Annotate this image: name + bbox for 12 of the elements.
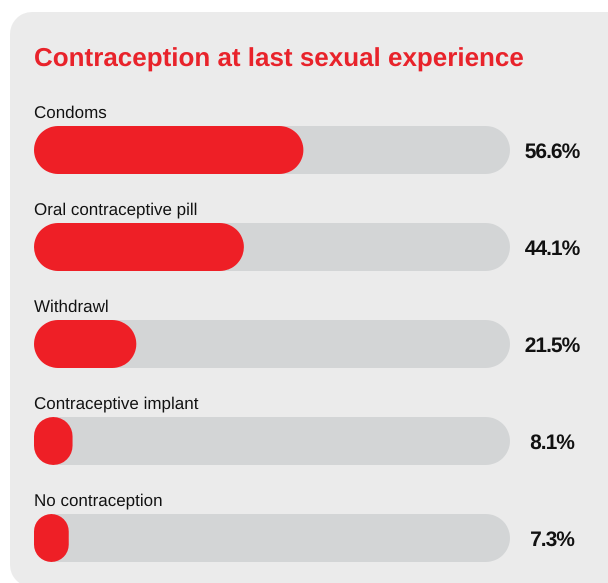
data-label: 21.5%	[524, 334, 581, 357]
y-tick-label: Oral contraceptive pill	[34, 200, 198, 219]
y-tick-label: Contraceptive implant	[34, 394, 199, 413]
data-label: 44.1%	[524, 237, 581, 260]
y-tick-label: No contraception	[34, 491, 163, 510]
y-tick-label: Condoms	[34, 103, 107, 122]
data-label: 56.6%	[524, 140, 581, 163]
data-label: 7.3%	[530, 528, 576, 551]
bar	[34, 320, 136, 368]
data-label: 8.1%	[530, 431, 576, 454]
y-tick-label: Withdrawl	[34, 297, 109, 316]
chart-title: Contraception at last sexual experience	[34, 42, 524, 72]
